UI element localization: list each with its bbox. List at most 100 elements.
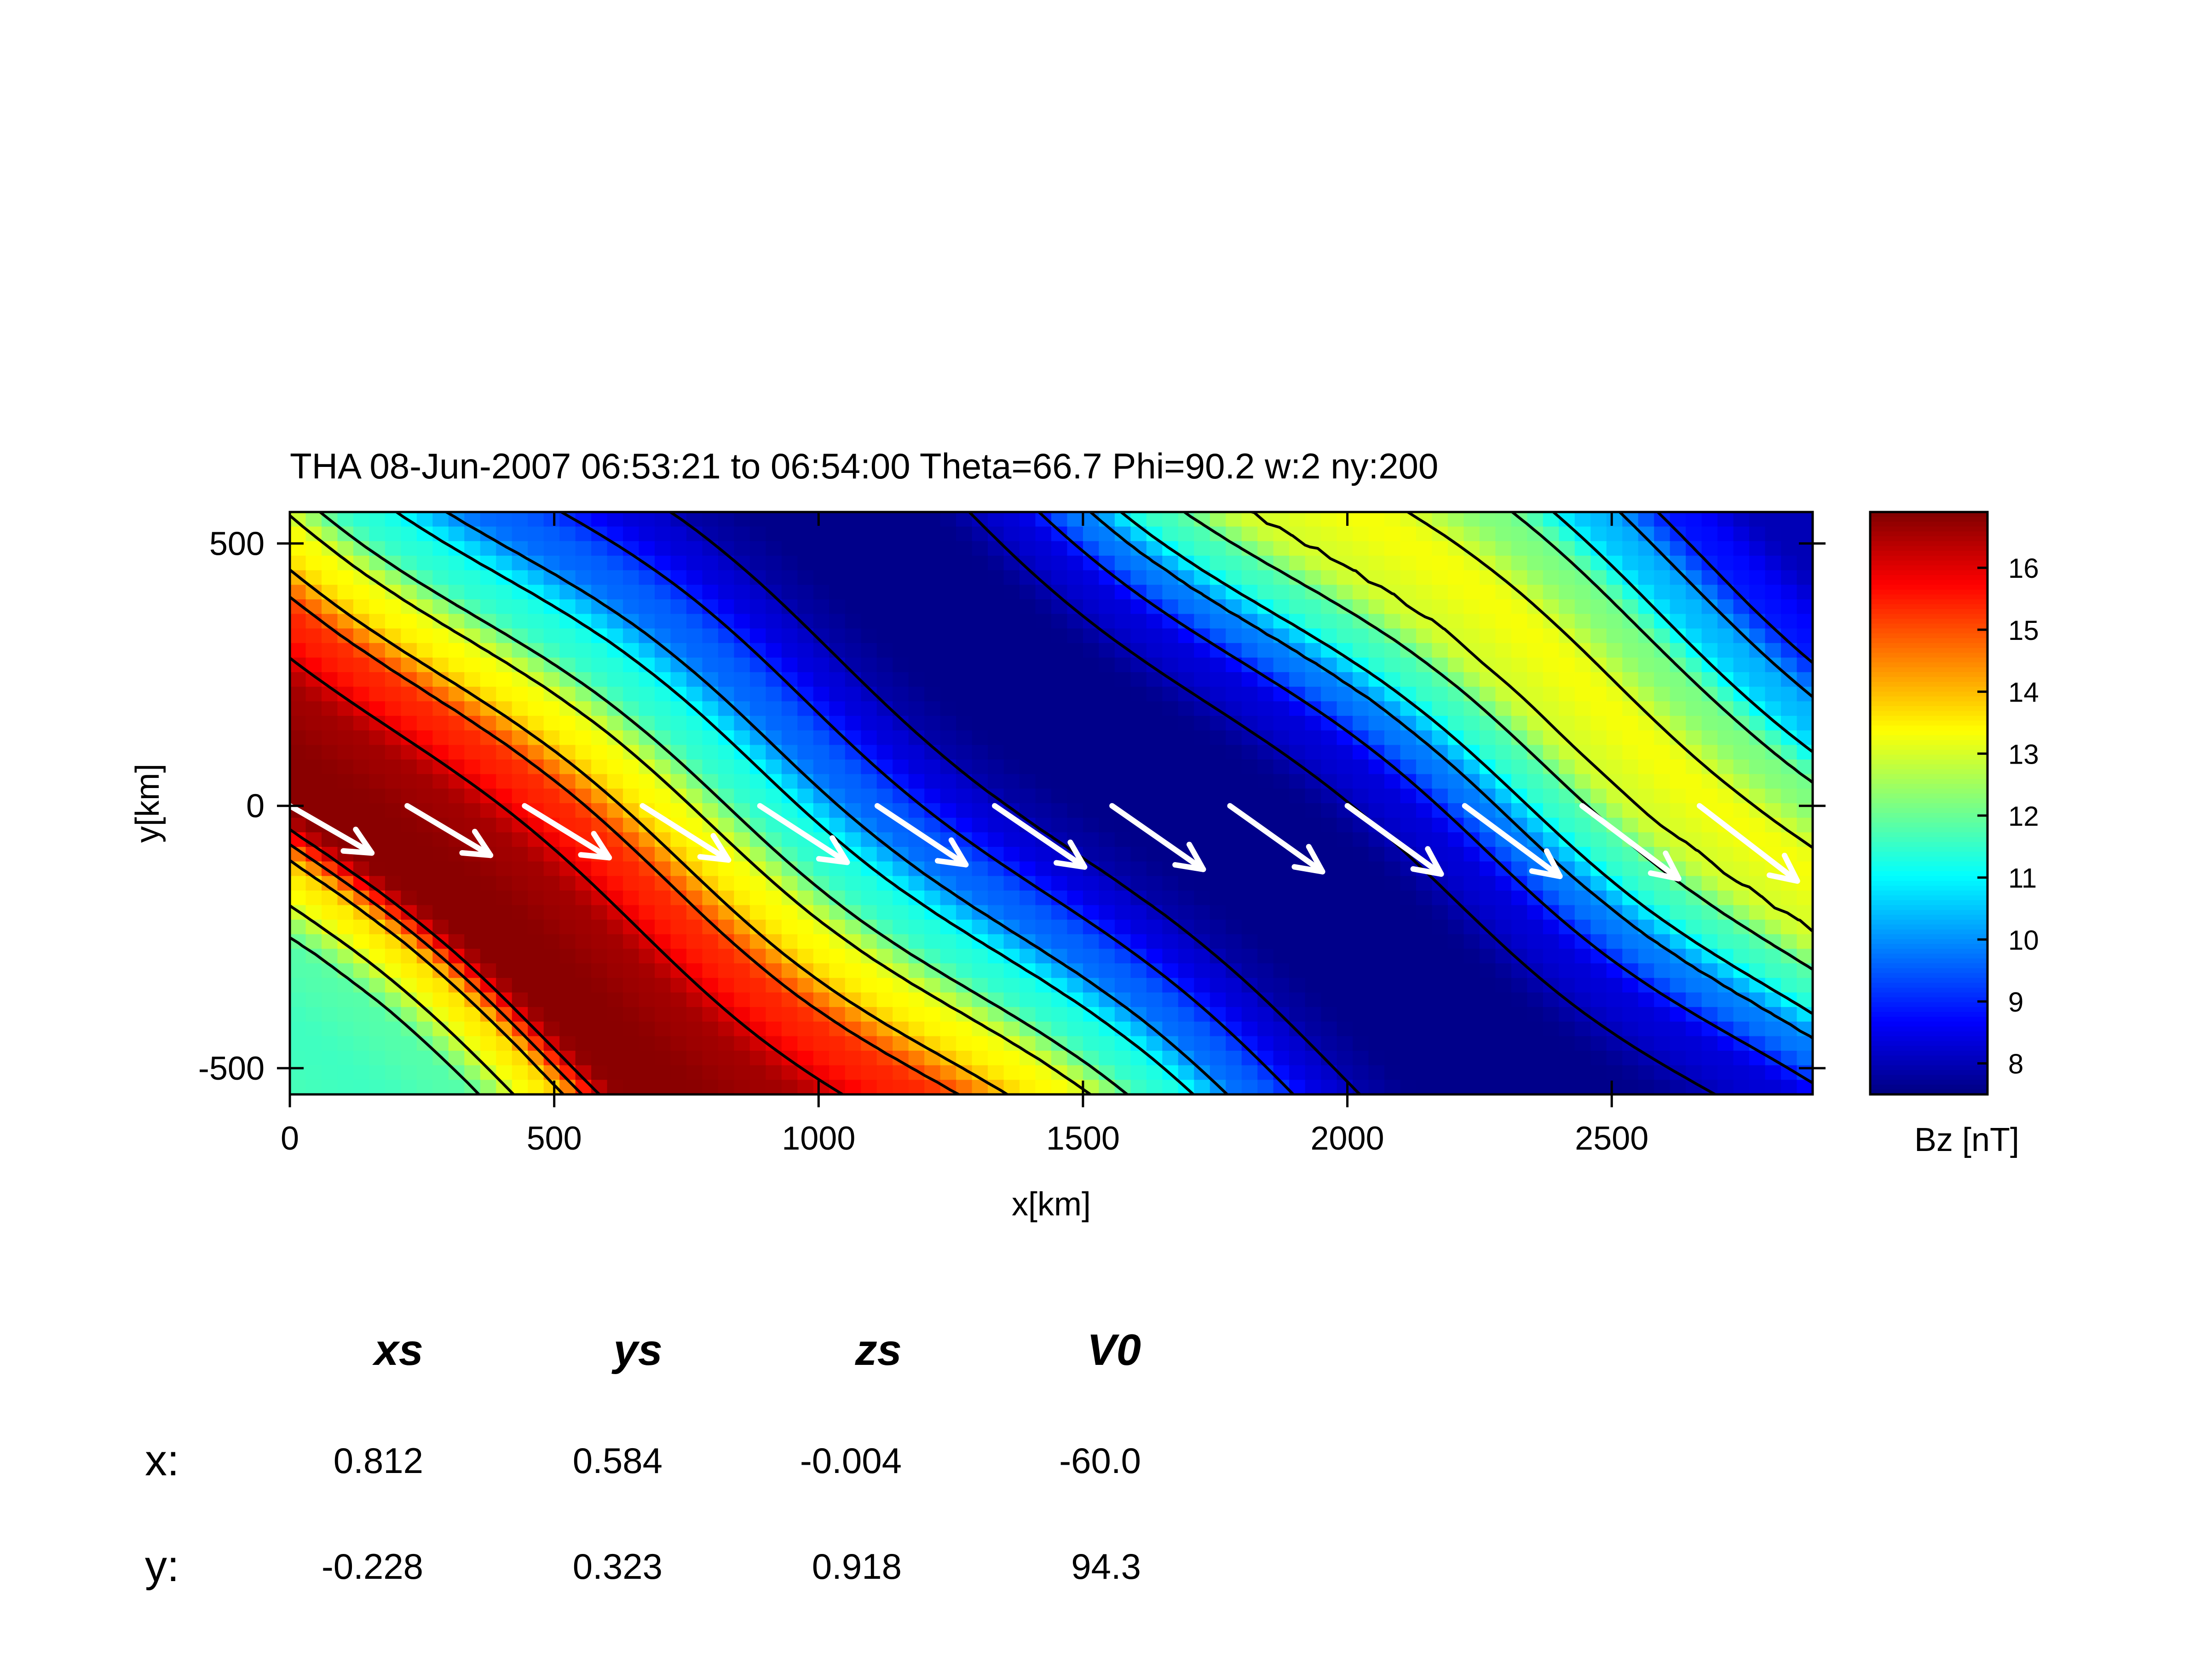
heatmap-cell <box>1654 905 1671 921</box>
heatmap-cell <box>385 1065 402 1081</box>
heatmap-cell <box>1654 570 1671 586</box>
heatmap-cell <box>1226 861 1242 877</box>
heatmap-cell <box>670 541 687 556</box>
heatmap-cell <box>749 628 766 644</box>
heatmap-cell <box>893 526 909 542</box>
heatmap-cell <box>1495 992 1512 1008</box>
heatmap-cell <box>416 672 433 687</box>
heatmap-cell <box>353 745 370 760</box>
heatmap-cell <box>369 1007 386 1022</box>
heatmap-cell <box>623 1065 639 1081</box>
heatmap-cell <box>1051 876 1068 891</box>
heatmap-cell <box>893 570 909 586</box>
heatmap-cell <box>1083 512 1100 527</box>
heatmap-cell <box>1511 1051 1528 1066</box>
heatmap-cell <box>543 628 560 644</box>
heatmap-cell <box>1130 876 1147 891</box>
heatmap-cell <box>401 788 417 804</box>
heatmap-cell <box>290 949 306 964</box>
heatmap-cell <box>1765 774 1782 789</box>
heatmap-cell <box>337 570 354 586</box>
heatmap-cell <box>1463 759 1480 775</box>
heatmap-cell <box>543 759 560 775</box>
heatmap-cell <box>988 890 1004 906</box>
heatmap-cell <box>1194 876 1210 891</box>
colorbar-cell <box>1870 614 1987 620</box>
heatmap-cell <box>1114 861 1131 877</box>
heatmap-cell <box>1273 730 1290 746</box>
heatmap-cell <box>813 992 830 1008</box>
heatmap-cell <box>1146 759 1163 775</box>
heatmap-cell <box>1051 774 1068 789</box>
heatmap-cell <box>670 876 687 891</box>
heatmap-cell <box>448 570 465 586</box>
heatmap-cell <box>845 730 862 746</box>
heatmap-cell <box>464 1065 481 1081</box>
heatmap-cell <box>1226 1080 1242 1094</box>
heatmap-cell <box>797 745 814 760</box>
heatmap-cell <box>1368 657 1385 673</box>
heatmap-cell <box>1400 1021 1417 1037</box>
heatmap-cell <box>1035 1080 1052 1094</box>
heatmap-cell <box>1400 1065 1417 1081</box>
heatmap-cell <box>1654 555 1671 571</box>
heatmap-cell <box>512 978 529 993</box>
heatmap-cell <box>575 890 592 906</box>
heatmap-cell <box>480 978 497 993</box>
heatmap-cell <box>1463 1051 1480 1066</box>
heatmap-cell <box>496 643 513 658</box>
heatmap-cell <box>1447 963 1464 978</box>
heatmap-cell <box>1511 614 1528 629</box>
heatmap-cell <box>1162 585 1179 600</box>
heatmap-cell <box>1273 657 1290 673</box>
heatmap-cell <box>1384 512 1401 527</box>
heatmap-cell <box>1590 832 1607 847</box>
heatmap-cell <box>861 526 877 542</box>
heatmap-cell <box>829 672 846 687</box>
heatmap-cell <box>337 920 354 935</box>
heatmap-cell <box>1003 832 1020 847</box>
heatmap-cell <box>1622 628 1639 644</box>
heatmap-cell <box>401 1080 417 1094</box>
heatmap-cell <box>1210 861 1227 877</box>
heatmap-cell <box>1447 817 1464 833</box>
heatmap-cell <box>1194 934 1210 949</box>
heatmap-cell <box>1130 759 1147 775</box>
heatmap-cell <box>686 817 703 833</box>
heatmap-cell <box>416 978 433 993</box>
heatmap-cell <box>1717 643 1734 658</box>
heatmap-cell <box>988 599 1004 615</box>
heatmap-cell <box>876 1080 893 1094</box>
heatmap-cell <box>1701 701 1718 717</box>
heatmap-cell <box>670 978 687 993</box>
heatmap-cell <box>559 876 576 891</box>
heatmap-cell <box>908 920 925 935</box>
heatmap-cell <box>1559 920 1575 935</box>
heatmap-cell <box>655 541 671 556</box>
heatmap-cell <box>1781 643 1797 658</box>
heatmap-cell <box>861 628 877 644</box>
heatmap-cell <box>1384 716 1401 731</box>
heatmap-cell <box>385 526 402 542</box>
heatmap-cell <box>702 1036 719 1052</box>
heatmap-cell <box>1574 905 1591 921</box>
heatmap-cell <box>797 541 814 556</box>
heatmap-cell <box>1257 963 1274 978</box>
heatmap-cell <box>575 992 592 1008</box>
heatmap-cell <box>369 730 386 746</box>
heatmap-cell <box>1083 1021 1100 1037</box>
heatmap-cell <box>321 570 338 586</box>
heatmap-cell <box>1479 599 1496 615</box>
heatmap-cell <box>512 832 529 847</box>
heatmap-cell <box>829 686 846 702</box>
colorbar-cell <box>1870 876 1987 881</box>
heatmap-cell <box>401 1007 417 1022</box>
heatmap-cell <box>1194 788 1210 804</box>
heatmap-cell <box>1606 992 1623 1008</box>
heatmap-cell <box>686 555 703 571</box>
colorbar-cell <box>1870 915 1987 921</box>
colorbar-cell <box>1870 686 1987 692</box>
heatmap-cell <box>1321 1021 1337 1037</box>
heatmap-cell <box>1638 570 1655 586</box>
heatmap-cell <box>1194 1007 1210 1022</box>
